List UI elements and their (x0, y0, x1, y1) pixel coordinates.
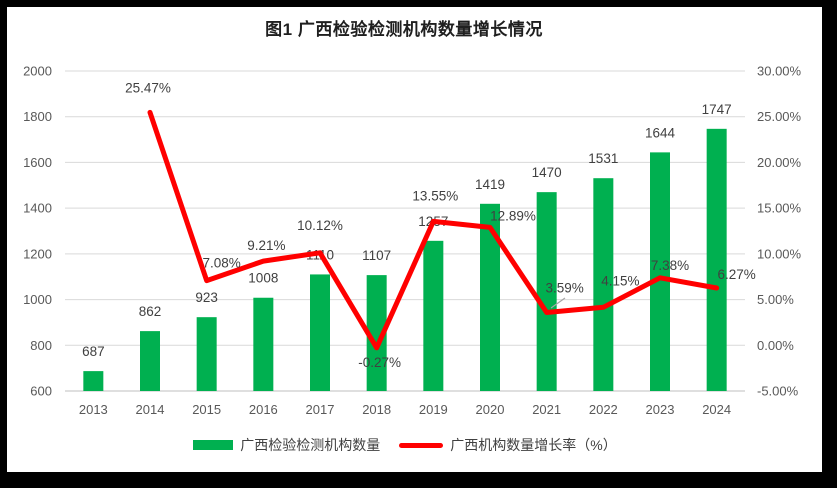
x-axis-category-label: 2020 (476, 402, 505, 417)
bar-value-label: 862 (139, 304, 162, 319)
legend-line-label: 广西机构数量增长率（%） (450, 437, 617, 453)
bar-2014 (140, 331, 160, 391)
growth-rate-label: 4.15% (601, 273, 639, 288)
bar-2020 (480, 203, 500, 391)
right-axis-tick-label: 30.00% (757, 64, 802, 79)
x-axis-category-label: 2014 (136, 402, 165, 417)
x-axis-category-label: 2017 (306, 402, 335, 417)
legend-bar-swatch-icon (193, 440, 234, 450)
chart-plot-area: 600 -5.00% 800 0.00% 1000 5.00% 1200 10.00% 1400… (23, 64, 802, 418)
left-axis-tick-label: 1200 (23, 246, 52, 261)
legend-line-swatch-icon (399, 442, 444, 448)
bar-value-label: 1419 (475, 177, 505, 192)
growth-rate-label: 9.21% (247, 238, 285, 253)
right-axis-tick-label: 5.00% (757, 292, 794, 307)
legend: 广西检验检测机构数量 广西机构数量增长率（%） (7, 435, 803, 455)
x-axis-category-label: 2022 (589, 402, 618, 417)
bar-2013 (83, 371, 104, 391)
x-axis-category-label: 2021 (532, 402, 561, 417)
right-axis-tick-label: 20.00% (757, 155, 802, 170)
bar-value-label: 1107 (362, 248, 391, 263)
growth-rate-label: -0.27% (358, 355, 401, 370)
bar-value-label: 923 (195, 290, 218, 305)
left-axis-tick-label: 1600 (23, 155, 52, 170)
label-leader-line (550, 297, 566, 309)
x-axis-category-label: 2024 (702, 402, 731, 417)
bar-2021 (536, 192, 557, 391)
left-axis-tick-label: 600 (30, 384, 52, 399)
right-axis-tick-label: 10.00% (757, 246, 802, 261)
growth-rate-label: 6.27% (718, 267, 756, 282)
left-axis-tick-label: 2000 (23, 64, 52, 79)
bar-2017 (310, 274, 330, 391)
x-axis-category-label: 2013 (79, 402, 108, 417)
chart-figure: 图1 广西检验检测机构数量增长情况 600 -5.00% 800 0.00% 1000 5… (7, 7, 822, 472)
x-axis-category-label: 2019 (419, 402, 448, 417)
left-axis-tick-label: 1400 (23, 201, 52, 216)
bar-value-label: 687 (82, 344, 105, 359)
bar-value-label: 1747 (702, 102, 732, 117)
x-axis-category-label: 2015 (192, 402, 221, 417)
right-axis-tick-label: 0.00% (757, 338, 794, 353)
bar-2015 (196, 317, 217, 391)
growth-rate-label: 10.12% (297, 218, 343, 233)
chart-title: 图1 广西检验检测机构数量增长情况 (265, 20, 543, 39)
right-axis-tick-label: 15.00% (757, 201, 802, 216)
bar-value-label: 1470 (532, 165, 562, 180)
x-axis-category-label: 2016 (249, 402, 278, 417)
bar-value-label: 1644 (645, 125, 676, 140)
bar-2018 (366, 275, 387, 391)
left-axis-tick-label: 1000 (23, 292, 52, 307)
bar-2023 (650, 152, 670, 391)
bar-value-label: 1531 (588, 151, 618, 166)
legend-bar-label: 广西检验检测机构数量 (240, 437, 381, 453)
left-axis-tick-label: 800 (30, 338, 52, 353)
growth-rate-label: 12.89% (490, 208, 536, 223)
left-axis-tick-label: 1800 (23, 109, 52, 124)
bar-2024 (706, 128, 727, 391)
bar-2016 (253, 297, 274, 391)
right-axis-tick-label: 25.00% (757, 109, 802, 124)
right-axis-tick-label: -5.00% (757, 384, 799, 399)
growth-rate-label: 3.59% (546, 280, 584, 295)
x-axis-category-label: 2018 (362, 402, 391, 417)
bar-2022 (593, 178, 614, 391)
growth-rate-label: 7.08% (203, 256, 241, 271)
x-axis-category-label: 2023 (646, 402, 675, 417)
bar-value-label: 1008 (248, 271, 278, 286)
bar-2019 (423, 240, 444, 391)
growth-rate-label: 13.55% (412, 188, 458, 203)
growth-rate-label: 7.38% (651, 258, 689, 273)
growth-rate-label: 25.47% (125, 80, 171, 95)
growth-rate-line (147, 109, 720, 351)
